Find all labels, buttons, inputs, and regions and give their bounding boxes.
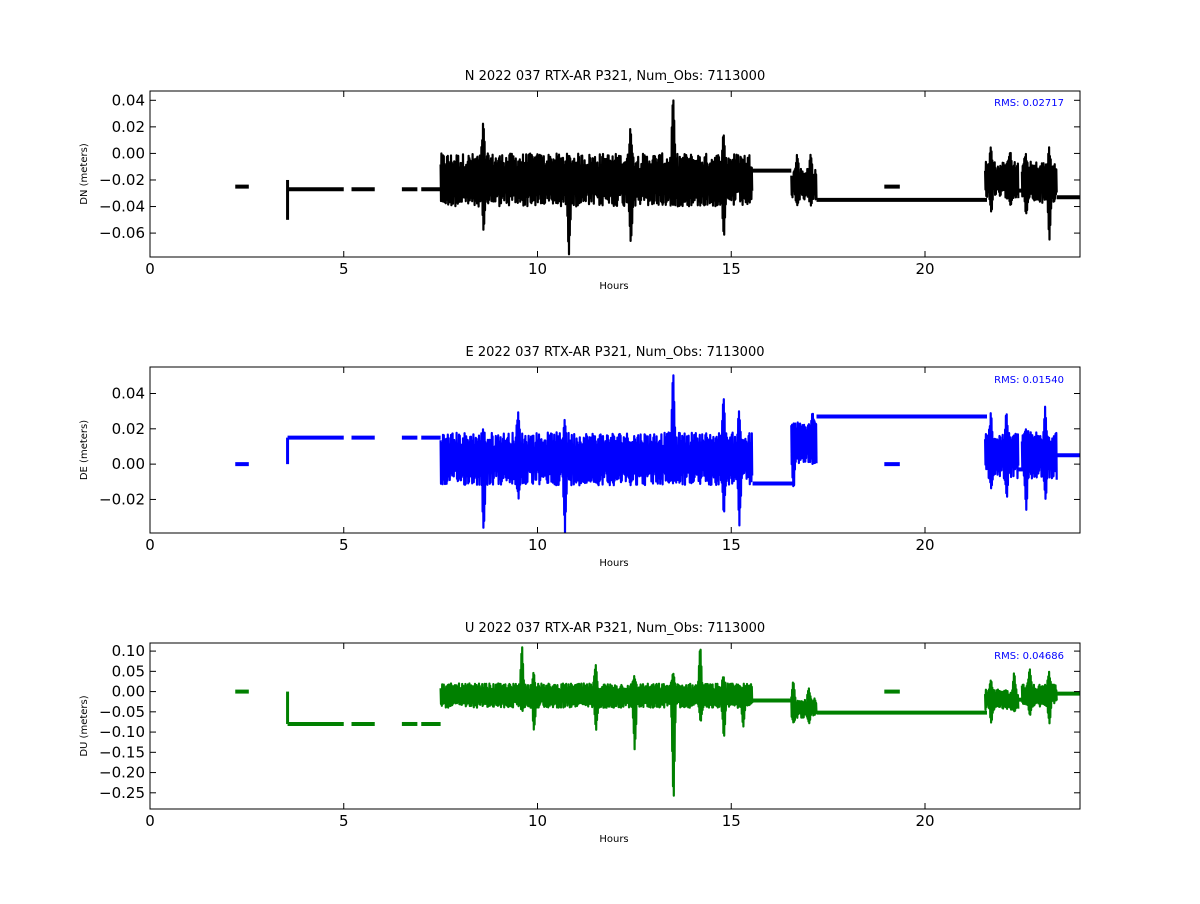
x-tick-label: 0 bbox=[145, 812, 155, 830]
y-tick-label: −0.15 bbox=[99, 743, 145, 761]
rms-label: RMS: 0.01540 bbox=[994, 375, 1064, 386]
series-line-noise bbox=[1020, 405, 1058, 511]
y-tick-label: 0.02 bbox=[112, 420, 145, 438]
series-line-noise bbox=[790, 681, 818, 725]
y-axis-label: DU (meters) bbox=[79, 695, 90, 756]
series-line-noise bbox=[790, 153, 818, 207]
x-tick-label: 15 bbox=[722, 812, 741, 830]
y-axis-label: DN (meters) bbox=[79, 143, 90, 205]
y-axis-label: DE (meters) bbox=[79, 420, 90, 480]
y-tick-label: 0.04 bbox=[112, 384, 145, 402]
x-tick-label: 10 bbox=[528, 260, 547, 278]
x-tick-label: 5 bbox=[339, 812, 349, 830]
chart-panel-east: E 2022 037 RTX-AR P321, Num_Obs: 7113000… bbox=[79, 345, 1081, 569]
y-tick-label: −0.04 bbox=[99, 198, 145, 216]
y-tick-label: −0.10 bbox=[99, 723, 145, 741]
x-tick-label: 20 bbox=[915, 536, 934, 554]
x-tick-label: 0 bbox=[145, 536, 155, 554]
x-tick-label: 5 bbox=[339, 536, 349, 554]
rms-label: RMS: 0.02717 bbox=[994, 98, 1064, 109]
series-group bbox=[235, 374, 1080, 533]
chart-panel-north: N 2022 037 RTX-AR P321, Num_Obs: 7113000… bbox=[79, 69, 1081, 292]
chart-panel-up: U 2022 037 RTX-AR P321, Num_Obs: 7113000… bbox=[79, 621, 1081, 845]
y-tick-label: 0.00 bbox=[112, 455, 145, 473]
series-line-noise bbox=[439, 99, 754, 256]
y-tick-label: −0.02 bbox=[99, 490, 145, 508]
series-line-noise bbox=[1020, 146, 1058, 241]
x-axis-label: Hours bbox=[599, 281, 628, 292]
x-tick-label: 0 bbox=[145, 260, 155, 278]
y-tick-label: −0.05 bbox=[99, 703, 145, 721]
rms-label: RMS: 0.04686 bbox=[994, 651, 1064, 662]
series-group bbox=[235, 99, 1080, 256]
chart-title: U 2022 037 RTX-AR P321, Num_Obs: 7113000 bbox=[465, 621, 765, 636]
x-axis-label: Hours bbox=[599, 558, 628, 569]
series-group bbox=[235, 646, 1080, 797]
x-axis-label: Hours bbox=[599, 834, 628, 845]
series-line-noise bbox=[984, 412, 1020, 498]
y-tick-label: −0.06 bbox=[99, 224, 145, 242]
y-tick-label: 0.10 bbox=[112, 642, 145, 660]
x-tick-label: 20 bbox=[915, 260, 934, 278]
x-tick-label: 15 bbox=[722, 260, 741, 278]
y-tick-label: −0.02 bbox=[99, 171, 145, 189]
series-line-noise bbox=[984, 146, 1020, 213]
series-line-noise bbox=[439, 646, 754, 797]
y-tick-label: 0.05 bbox=[112, 662, 145, 680]
y-tick-label: −0.20 bbox=[99, 764, 145, 782]
y-tick-label: 0.00 bbox=[112, 144, 145, 162]
axes-frame bbox=[149, 366, 1081, 534]
x-tick-label: 5 bbox=[339, 260, 349, 278]
chart-title: N 2022 037 RTX-AR P321, Num_Obs: 7113000 bbox=[465, 69, 765, 84]
series-line-noise bbox=[984, 672, 1020, 724]
y-tick-label: −0.25 bbox=[99, 784, 145, 802]
y-tick-label: 0.04 bbox=[112, 91, 145, 109]
x-tick-label: 10 bbox=[528, 812, 547, 830]
series-line-noise bbox=[439, 374, 754, 533]
axes-frame bbox=[149, 642, 1081, 810]
x-tick-label: 15 bbox=[722, 536, 741, 554]
chart-title: E 2022 037 RTX-AR P321, Num_Obs: 7113000 bbox=[466, 345, 765, 360]
axes-frame bbox=[149, 90, 1081, 258]
series-line-noise bbox=[790, 412, 818, 488]
y-tick-label: 0.02 bbox=[112, 118, 145, 136]
x-tick-label: 20 bbox=[915, 812, 934, 830]
series-line-noise bbox=[1020, 668, 1058, 725]
y-tick-label: 0.00 bbox=[112, 683, 145, 701]
x-tick-label: 10 bbox=[528, 536, 547, 554]
